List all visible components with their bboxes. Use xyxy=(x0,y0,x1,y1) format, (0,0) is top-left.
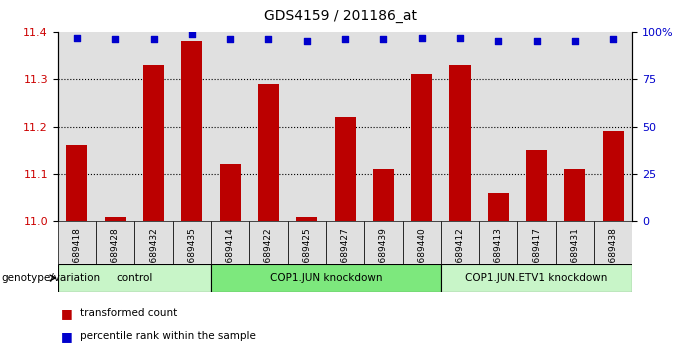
Bar xyxy=(526,150,547,221)
Bar xyxy=(411,74,432,221)
Bar xyxy=(335,117,356,221)
Text: GSM689439: GSM689439 xyxy=(379,228,388,282)
Text: GSM689428: GSM689428 xyxy=(111,228,120,282)
Bar xyxy=(211,264,441,292)
Bar xyxy=(364,221,403,264)
Text: GSM689425: GSM689425 xyxy=(303,228,311,282)
Bar xyxy=(258,84,279,221)
Text: GSM689417: GSM689417 xyxy=(532,228,541,282)
Text: COP1.JUN.ETV1 knockdown: COP1.JUN.ETV1 knockdown xyxy=(465,273,608,283)
Bar xyxy=(96,221,135,264)
Text: GSM689412: GSM689412 xyxy=(456,228,464,282)
Text: GSM689422: GSM689422 xyxy=(264,228,273,282)
Point xyxy=(493,39,504,44)
Bar xyxy=(441,221,479,264)
Point xyxy=(224,36,236,42)
Bar xyxy=(105,217,126,221)
Bar xyxy=(441,264,632,292)
Bar xyxy=(479,221,517,264)
Bar xyxy=(373,169,394,221)
Bar xyxy=(135,221,173,264)
Text: COP1.JUN knockdown: COP1.JUN knockdown xyxy=(270,273,382,283)
Text: transformed count: transformed count xyxy=(80,308,177,318)
Bar xyxy=(296,217,318,221)
Point xyxy=(148,36,159,42)
Bar xyxy=(58,264,211,292)
Point xyxy=(416,35,427,40)
Point xyxy=(569,39,580,44)
Point xyxy=(378,36,389,42)
Text: GSM689438: GSM689438 xyxy=(609,228,617,282)
Point xyxy=(454,35,465,40)
Bar xyxy=(58,221,96,264)
Bar xyxy=(288,221,326,264)
Text: GSM689427: GSM689427 xyxy=(341,228,350,282)
Text: control: control xyxy=(116,273,152,283)
Bar xyxy=(564,169,585,221)
Text: GDS4159 / 201186_at: GDS4159 / 201186_at xyxy=(264,9,416,23)
Text: GSM689414: GSM689414 xyxy=(226,228,235,282)
Bar xyxy=(326,221,364,264)
Point xyxy=(263,36,274,42)
Point xyxy=(301,39,312,44)
Text: GSM689418: GSM689418 xyxy=(73,228,82,282)
Text: percentile rank within the sample: percentile rank within the sample xyxy=(80,331,256,341)
Bar xyxy=(517,221,556,264)
Bar xyxy=(594,221,632,264)
Bar xyxy=(220,165,241,221)
Point xyxy=(71,35,82,40)
Point xyxy=(186,31,197,36)
Bar xyxy=(211,221,250,264)
Point xyxy=(531,39,542,44)
Bar xyxy=(556,221,594,264)
Bar xyxy=(67,145,88,221)
Bar xyxy=(602,131,624,221)
Bar xyxy=(143,65,164,221)
Point xyxy=(339,36,351,42)
Bar xyxy=(250,221,288,264)
Text: ■: ■ xyxy=(61,330,73,343)
Bar xyxy=(449,65,471,221)
Text: ■: ■ xyxy=(61,307,73,320)
Bar xyxy=(488,193,509,221)
Text: GSM689413: GSM689413 xyxy=(494,228,503,282)
Text: GSM689440: GSM689440 xyxy=(418,228,426,282)
Point xyxy=(109,36,121,42)
Bar xyxy=(173,221,211,264)
Bar xyxy=(403,221,441,264)
Text: genotype/variation: genotype/variation xyxy=(1,273,101,283)
Text: GSM689431: GSM689431 xyxy=(571,228,579,282)
Point xyxy=(608,36,619,42)
Text: GSM689432: GSM689432 xyxy=(149,228,158,282)
Bar xyxy=(182,41,203,221)
Text: GSM689435: GSM689435 xyxy=(188,228,197,282)
